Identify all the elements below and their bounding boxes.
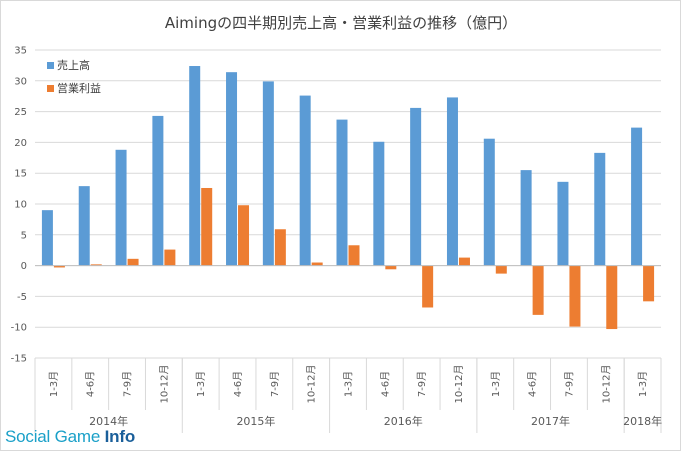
x-category-label: 7-9月: [122, 371, 134, 397]
x-category-label: 10-12月: [158, 364, 170, 403]
gridlines: [35, 49, 661, 359]
y-tick-label: 25: [14, 107, 27, 118]
bar-profit: [311, 262, 323, 266]
bar-sales: [41, 210, 53, 266]
bar-sales: [152, 115, 164, 266]
bar-profit: [127, 258, 139, 266]
chart-title: Aimingの四半期別売上高・営業利益の推移（億円）: [165, 14, 517, 32]
bar-profit: [238, 205, 250, 266]
bar-sales: [189, 66, 201, 266]
x-year-label: 2017年: [531, 414, 570, 428]
x-category-label: 4-6月: [232, 371, 244, 397]
y-tick-label: -15: [11, 354, 27, 365]
bar-sales: [410, 107, 422, 266]
y-tick-label: 15: [14, 169, 27, 180]
y-tick-label: 20: [14, 138, 27, 149]
x-category-label: 4-6月: [85, 371, 97, 397]
y-tick-label: 35: [14, 46, 27, 57]
y-tick-label: -10: [11, 323, 27, 334]
bar-sales: [226, 72, 238, 266]
x-category-label: 1-3月: [637, 371, 649, 397]
x-category-label: 1-3月: [343, 371, 355, 397]
bar-profit: [385, 265, 397, 270]
y-axis-ticks: -15 -10 -5 0 5 10 15 20 25 30 35: [11, 46, 27, 365]
bar-sales: [336, 119, 348, 266]
x-year-label: 2016年: [384, 414, 423, 428]
x-category-label: 10-12月: [600, 364, 612, 403]
y-tick-label: 30: [14, 76, 27, 87]
watermark-strong: Info: [104, 427, 136, 446]
bar-profit: [569, 265, 581, 327]
y-tick-label: -5: [17, 292, 27, 303]
bar-profit: [274, 229, 286, 266]
y-tick-label: 10: [14, 200, 27, 211]
x-category-label: 7-9月: [269, 371, 281, 397]
bar-sales: [594, 152, 606, 266]
bar-profit: [643, 265, 655, 302]
legend-swatch: [47, 62, 54, 69]
x-category-label: 10-12月: [453, 364, 465, 403]
bar-profit: [348, 245, 360, 266]
bar-profit: [606, 265, 618, 330]
legend-swatch: [47, 85, 54, 92]
x-category-label: 1-3月: [195, 371, 207, 397]
watermark-text: Social Game: [5, 427, 101, 446]
x-category-label: 1-3月: [490, 371, 502, 397]
bar-sales: [78, 186, 90, 266]
bar-profit: [458, 257, 470, 266]
bar-profit: [201, 187, 213, 266]
bars: [41, 66, 655, 330]
x-category-label: 4-6月: [527, 371, 539, 397]
x-category-label: 7-9月: [416, 371, 428, 397]
bar-profit: [53, 265, 65, 268]
x-category-label: 10-12月: [306, 364, 318, 403]
x-year-label: 2015年: [236, 414, 275, 428]
legend-label: 売上高: [57, 58, 90, 72]
bar-profit: [90, 264, 102, 266]
y-tick-label: 0: [21, 261, 27, 272]
x-category-label: 7-9月: [563, 371, 575, 397]
bar-sales: [520, 170, 532, 266]
x-axis: 1-3月 4-6月 7-9月 10-12月 1-3月 4-6月 7-9月 10-12月 1-3月…: [34, 265, 662, 433]
bar-profit: [495, 265, 507, 274]
watermark-logo: Social Game Info: [5, 427, 135, 447]
bar-sales: [262, 81, 274, 266]
bar-profit: [164, 249, 176, 266]
x-category-label: 1-3月: [48, 371, 60, 397]
bar-sales: [446, 97, 458, 266]
legend-label: 営業利益: [57, 81, 101, 95]
bar-sales: [115, 149, 127, 266]
x-year-label: 2018年: [623, 414, 662, 428]
x-year-label: 2014年: [89, 414, 128, 428]
bar-profit: [532, 265, 544, 315]
x-category-label: 4-6月: [379, 371, 391, 397]
y-tick-label: 5: [21, 230, 27, 241]
bar-sales: [483, 138, 495, 266]
bar-profit: [422, 265, 434, 308]
bar-sales: [373, 141, 385, 266]
bar-sales: [631, 127, 643, 266]
bar-sales: [299, 95, 311, 266]
bar-sales: [557, 181, 569, 266]
